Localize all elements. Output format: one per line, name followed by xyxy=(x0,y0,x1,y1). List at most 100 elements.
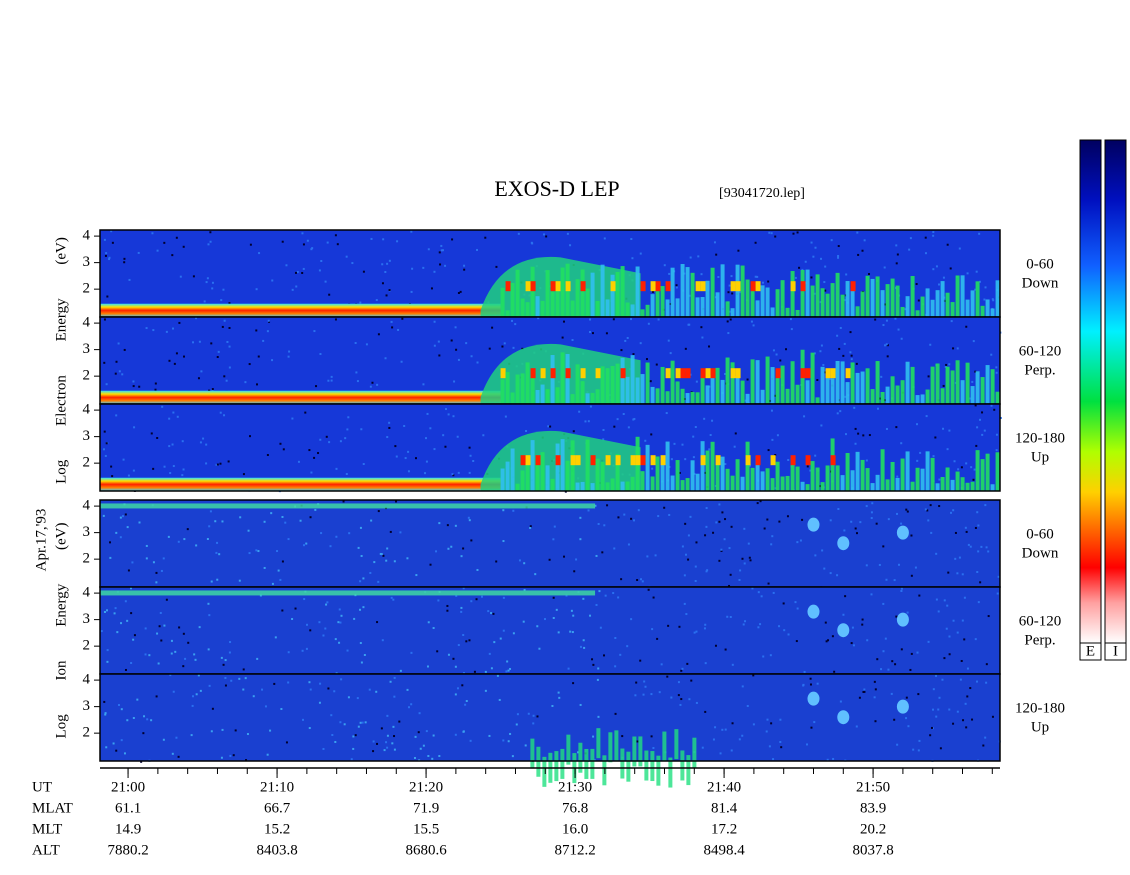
noise xyxy=(924,236,927,239)
noise xyxy=(917,693,920,696)
hot-spot xyxy=(565,368,571,379)
noise xyxy=(359,301,362,304)
noise xyxy=(527,712,530,715)
noise xyxy=(506,660,509,663)
noise xyxy=(244,381,247,384)
noise xyxy=(337,621,340,624)
noise xyxy=(529,525,532,528)
noise xyxy=(435,550,438,553)
stripe xyxy=(775,461,780,491)
noise xyxy=(119,536,122,539)
noise xyxy=(657,318,660,321)
noise xyxy=(974,526,977,529)
hot-spot xyxy=(635,455,641,466)
stripe xyxy=(780,365,785,404)
noise xyxy=(952,509,955,512)
row-value: 66.7 xyxy=(264,800,291,816)
noise xyxy=(895,244,898,247)
noise xyxy=(156,632,159,635)
stripe xyxy=(850,288,855,317)
noise xyxy=(779,718,782,721)
noise xyxy=(462,672,465,675)
noise xyxy=(429,563,432,566)
color-bar-box xyxy=(1079,642,1102,661)
noise xyxy=(245,759,248,762)
stripe xyxy=(980,459,985,491)
noise xyxy=(393,735,396,738)
noise xyxy=(206,277,209,280)
stripe xyxy=(545,389,550,404)
noise xyxy=(974,404,977,407)
hot-spot xyxy=(500,368,506,379)
noise xyxy=(216,463,219,466)
stripe xyxy=(920,394,925,404)
noise xyxy=(221,728,224,731)
row-value: 8037.8 xyxy=(852,842,893,858)
noise xyxy=(191,695,194,698)
noise xyxy=(291,618,294,621)
noise xyxy=(786,515,789,518)
noise xyxy=(274,636,277,639)
stripe xyxy=(615,363,620,404)
noise xyxy=(552,538,555,541)
noise xyxy=(393,676,396,679)
stripe xyxy=(720,456,725,491)
stripe xyxy=(965,299,970,317)
noise xyxy=(984,286,987,289)
stripe xyxy=(670,360,675,404)
ion-burst xyxy=(566,734,571,765)
stripe xyxy=(500,468,505,491)
noise xyxy=(728,284,731,287)
noise xyxy=(333,690,336,693)
noise xyxy=(313,330,316,333)
noise xyxy=(772,591,775,594)
noise xyxy=(570,609,573,612)
noise xyxy=(916,651,919,654)
noise xyxy=(264,705,267,708)
noise xyxy=(318,269,321,272)
noise xyxy=(592,663,595,666)
noise xyxy=(270,512,273,515)
stripe xyxy=(960,477,965,491)
stripe xyxy=(930,366,935,404)
noise xyxy=(724,463,727,466)
stripe xyxy=(750,467,755,491)
noise xyxy=(984,736,987,739)
noise xyxy=(502,540,505,543)
stripe xyxy=(695,392,700,404)
stripe xyxy=(870,483,875,491)
noise xyxy=(912,748,915,751)
noise xyxy=(224,659,227,662)
noise xyxy=(825,640,828,643)
noise xyxy=(447,413,450,416)
ion-edge xyxy=(100,503,596,509)
noise xyxy=(532,714,535,717)
noise xyxy=(211,388,214,391)
noise xyxy=(849,351,852,354)
noise xyxy=(960,659,963,662)
stripe xyxy=(545,270,550,317)
noise xyxy=(938,478,941,481)
stripe xyxy=(660,286,665,317)
noise xyxy=(122,458,125,461)
stripe xyxy=(950,370,955,404)
noise xyxy=(776,434,779,437)
noise xyxy=(184,657,187,660)
noise xyxy=(509,732,512,735)
noise xyxy=(102,448,105,451)
noise xyxy=(999,416,1002,419)
stripe xyxy=(845,382,850,404)
noise xyxy=(647,588,650,591)
noise xyxy=(945,363,948,366)
noise xyxy=(900,442,903,445)
stripe xyxy=(930,299,935,317)
noise xyxy=(647,322,650,325)
noise xyxy=(751,587,754,590)
noise xyxy=(305,647,308,650)
noise xyxy=(210,580,213,583)
row-label: ALT xyxy=(32,842,60,858)
noise xyxy=(794,601,797,604)
stripe xyxy=(715,292,720,317)
stripe xyxy=(825,369,830,404)
noise xyxy=(754,241,757,244)
